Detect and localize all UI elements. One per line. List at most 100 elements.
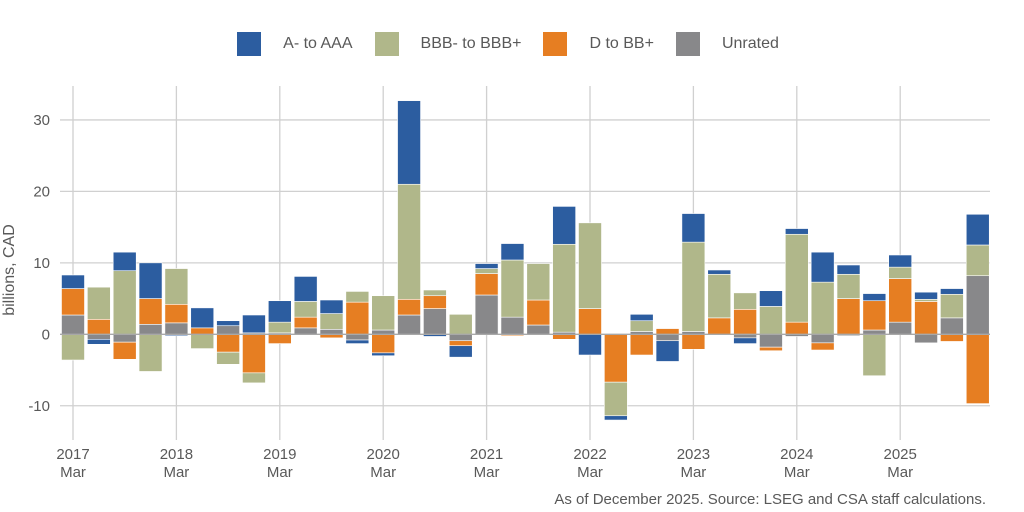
bar-segment-unrated <box>810 333 835 344</box>
legend-item-bbb: BBB- to BBB+ <box>374 32 530 56</box>
legend-item-a-to-aaa: A- to AAA <box>237 32 360 56</box>
bar-segment-a-to-aaa <box>242 314 266 334</box>
bar-segment-d-to-bb <box>629 333 654 356</box>
x-tick-month: Mar <box>267 464 293 481</box>
bar-segment-bbb-to-bbb <box>914 298 938 302</box>
bar-segment-a-to-aaa <box>138 262 163 299</box>
bar-segment-bbb-to-bbb <box>397 183 421 300</box>
legend-swatch-d-to-bb <box>543 32 568 56</box>
bar-segment-d-to-bb <box>862 300 887 331</box>
bar-segment-bbb-to-bbb <box>965 244 990 277</box>
bar-segment-a-to-aaa <box>500 243 525 261</box>
bar-segment-unrated <box>888 321 913 335</box>
bar-segment-bbb-to-bbb <box>423 289 447 297</box>
y-axis-ticks: -10 0 10 20 30 <box>28 112 50 415</box>
bar-segment-bbb-to-bbb <box>810 281 835 335</box>
bar-segment-a-to-aaa <box>836 264 861 275</box>
bar-segment-a-to-aaa <box>681 213 706 243</box>
bar-segment-d-to-bb <box>733 308 757 335</box>
x-tick-month: Mar <box>60 464 86 481</box>
bar-segment-bbb-to-bbb <box>733 292 757 310</box>
legend-item-unrated: Unrated <box>675 32 787 56</box>
bar-segment-a-to-aaa <box>87 339 111 345</box>
bar-segment-unrated <box>655 333 680 342</box>
bar-segment-bbb-to-bbb <box>784 233 809 323</box>
bar-segment-d-to-bb <box>681 333 706 350</box>
y-tick-label: 10 <box>33 255 50 272</box>
bar-segment-a-to-aaa <box>914 291 938 300</box>
bar-segment-unrated <box>112 333 137 343</box>
bar-segment-unrated <box>965 275 990 335</box>
bar-segment-bbb-to-bbb <box>87 286 111 320</box>
bar-segment-unrated <box>345 333 370 341</box>
bar-segment-unrated <box>397 314 421 335</box>
bar-segment-bbb-to-bbb <box>500 259 525 318</box>
y-tick-label: 20 <box>33 183 50 200</box>
bar-segment-bbb-to-bbb <box>164 268 189 305</box>
bar-segment-a-to-aaa <box>448 345 473 358</box>
bar-segment-bbb-to-bbb <box>526 263 551 301</box>
x-tick-year: 2021 <box>470 446 503 463</box>
bar-segment-d-to-bb <box>423 295 447 309</box>
x-tick-month: Mar <box>887 464 913 481</box>
x-tick-year: 2023 <box>677 446 710 463</box>
bar-segment-bbb-to-bbb <box>940 293 964 319</box>
bar-segment-d-to-bb <box>552 333 576 340</box>
x-tick-month: Mar <box>784 464 810 481</box>
bar-segment-bbb-to-bbb <box>293 301 318 318</box>
bar-segment-unrated <box>319 328 344 335</box>
bar-segment-a-to-aaa <box>940 288 964 295</box>
bar-segment-bbb-to-bbb <box>759 306 783 335</box>
bar-segment-d-to-bb <box>397 298 421 316</box>
bar-segment-unrated <box>423 308 447 335</box>
bar-segment-bbb-to-bbb <box>836 273 861 299</box>
x-tick-year: 2024 <box>780 446 813 463</box>
bar-segment-unrated <box>759 333 783 348</box>
x-tick-year: 2019 <box>263 446 296 463</box>
bar-segment-d-to-bb <box>655 328 680 335</box>
bar-segment-a-to-aaa <box>267 300 292 323</box>
bar-segment-a-to-aaa <box>552 206 576 245</box>
bar-segment-bbb-to-bbb <box>552 243 576 333</box>
bar-segment-bbb-to-bbb <box>61 333 85 361</box>
legend-label-unrated: Unrated <box>721 35 779 52</box>
x-tick-month: Mar <box>474 464 500 481</box>
bar-segment-unrated <box>500 316 525 335</box>
bar-segment-d-to-bb <box>87 318 111 335</box>
x-tick-year: 2022 <box>573 446 606 463</box>
bar-segment-d-to-bb <box>707 317 732 335</box>
bar-segment-a-to-aaa <box>190 307 215 329</box>
bar-segment-bbb-to-bbb <box>216 351 240 365</box>
legend-swatch-bbb <box>374 32 399 56</box>
bar-segment-bbb-to-bbb <box>681 241 706 332</box>
legend-label-d-to-bb: D to BB+ <box>589 35 654 52</box>
bar-segment-bbb-to-bbb <box>862 333 887 377</box>
bar-segment-d-to-bb <box>474 273 499 296</box>
bar-segment-a-to-aaa <box>397 100 421 185</box>
x-tick-month: Mar <box>577 464 603 481</box>
bar-segment-d-to-bb <box>526 299 551 326</box>
bar-segment-bbb-to-bbb <box>267 321 292 334</box>
bar-segment-bbb-to-bbb <box>604 381 628 417</box>
x-axis-ticks: 2017Mar2018Mar2019Mar2020Mar2021Mar2022M… <box>56 446 917 481</box>
bar-segment-d-to-bb <box>888 278 913 323</box>
bar-segment-bbb-to-bbb <box>578 222 602 309</box>
bar-segment-a-to-aaa <box>655 340 680 362</box>
bar-segment-a-to-aaa <box>61 274 85 289</box>
bar-segment-unrated <box>448 333 473 342</box>
bar-segment-d-to-bb <box>940 333 964 342</box>
bar-segment-unrated <box>526 324 551 335</box>
bar-segment-d-to-bb <box>190 327 215 335</box>
bar-segment-bbb-to-bbb <box>242 372 266 384</box>
bar-segment-bbb-to-bbb <box>138 333 163 372</box>
gridlines <box>60 86 990 440</box>
bar-segment-d-to-bb <box>216 333 240 353</box>
bar-segment-bbb-to-bbb <box>190 333 215 349</box>
bar-segment-a-to-aaa <box>733 337 757 344</box>
legend-item-d-to-bb: D to BB+ <box>543 32 661 56</box>
bar-segment-a-to-aaa <box>862 293 887 302</box>
y-axis-title: billions, CAD <box>1 224 18 316</box>
bar-segment-unrated <box>87 333 111 340</box>
bar-segment-bbb-to-bbb <box>319 313 344 330</box>
bar-segment-d-to-bb <box>810 342 835 351</box>
